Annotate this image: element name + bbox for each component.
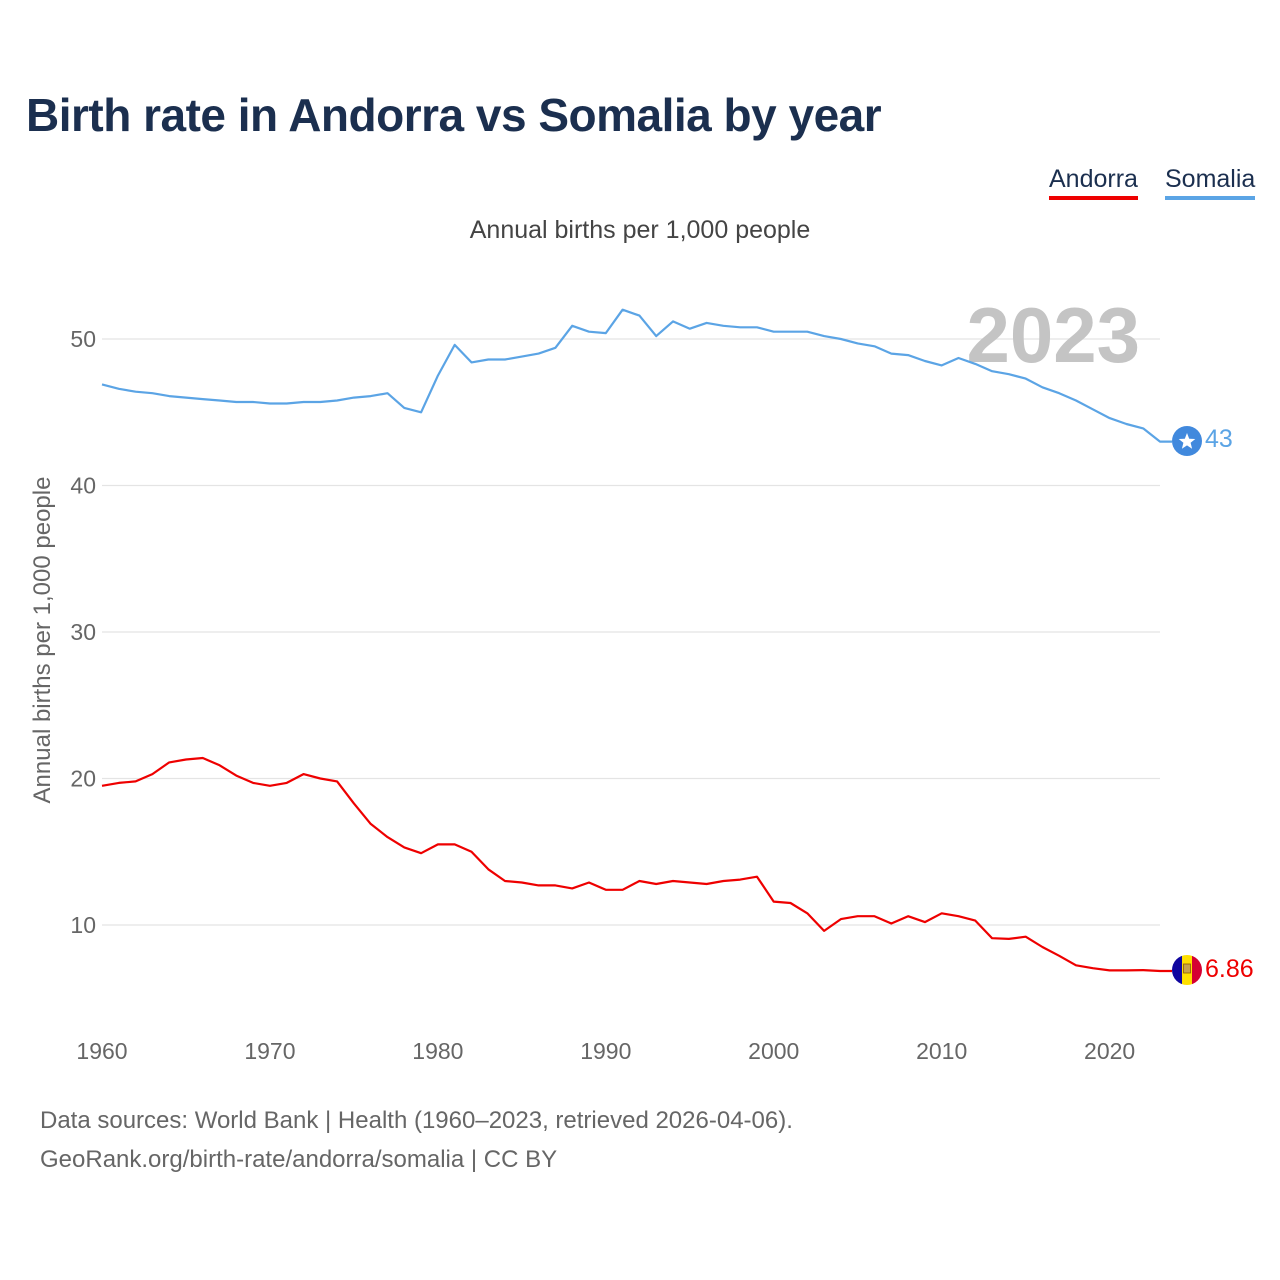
chart-title: Birth rate in Andorra vs Somalia by year	[26, 89, 882, 141]
legend-item-andorra[interactable]: Andorra	[1049, 165, 1138, 200]
y-tick-label: 10	[70, 912, 96, 938]
end-label-andorra: 6.86	[1205, 955, 1254, 983]
y-tick-label: 50	[70, 326, 96, 352]
series-lines	[101, 308, 1172, 973]
chart-subtitle: Annual births per 1,000 people	[469, 216, 811, 244]
x-tick-label: 1980	[412, 1038, 463, 1064]
y-tick-label: 30	[70, 619, 96, 645]
source-note: Data sources: World Bank | Health (1960–…	[40, 1107, 793, 1134]
year-watermark: 2023	[966, 291, 1140, 379]
x-tick-label: 2010	[916, 1038, 967, 1064]
somalia-flag-icon	[1172, 426, 1202, 456]
andorra-flag-icon	[1172, 955, 1202, 985]
x-axis-ticks: 1960 1970 1980 1990 2000 2010 2020	[76, 1038, 1135, 1064]
x-tick-label: 2000	[748, 1038, 799, 1064]
end-label-somalia: 43	[1205, 425, 1233, 453]
x-tick-label: 1960	[76, 1038, 127, 1064]
gridlines	[102, 338, 1160, 926]
x-tick-label: 1970	[244, 1038, 295, 1064]
y-axis-label: Annual births per 1,000 people	[29, 477, 56, 804]
series-line-somalia[interactable]	[101, 308, 1172, 443]
series-line-andorra[interactable]	[101, 756, 1172, 973]
x-tick-label: 1990	[580, 1038, 631, 1064]
source-link[interactable]: GeoRank.org/birth-rate/andorra/somalia |…	[40, 1146, 558, 1173]
y-tick-label: 40	[70, 473, 96, 499]
legend-item-somalia[interactable]: Somalia	[1165, 165, 1256, 200]
y-axis-ticks: 10 20 30 40 50	[70, 326, 96, 938]
x-tick-label: 2020	[1084, 1038, 1135, 1064]
y-tick-label: 20	[70, 766, 96, 792]
